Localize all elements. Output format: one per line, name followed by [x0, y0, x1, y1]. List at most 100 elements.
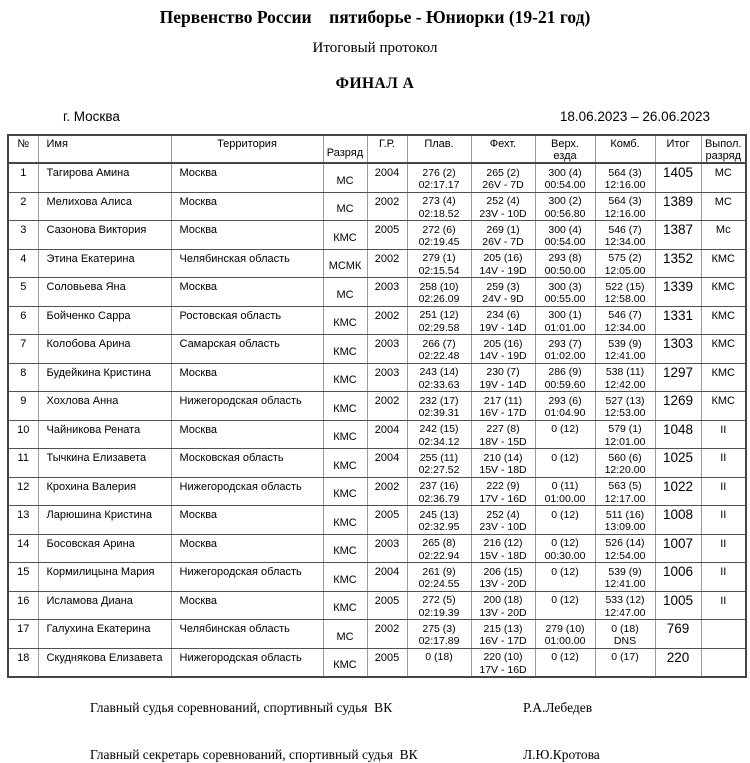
fencing-points: 215 (13): [483, 622, 523, 635]
fencing-points: 220 (10): [483, 651, 523, 663]
combined-time: 12:01.00: [604, 435, 646, 448]
combined-time: 12:20.00: [604, 464, 646, 476]
cell-razryad: КМС: [322, 362, 368, 392]
riding-points: 300 (3): [548, 280, 582, 293]
cell-swimming: 275 (3) 02:17.89: [406, 619, 472, 649]
fencing-points: 210 (14): [483, 451, 523, 464]
cell-name: Галухина Екатерина: [37, 619, 172, 649]
fencing-detail: 26V - 7D: [482, 236, 524, 248]
cell-swimming: 266 (7) 02:22.48: [406, 334, 472, 364]
swimming-points: 245 (13): [419, 508, 459, 521]
combined-points: 546 (7): [608, 223, 642, 236]
cell-fencing: 220 (10) 17V - 16D: [470, 647, 536, 678]
cell-name: Сазонова Виктория: [37, 220, 172, 250]
riding-time: 00:56.80: [544, 207, 586, 220]
swimming-time: 02:27.52: [418, 464, 460, 476]
cell-name: Мелихова Алиса: [37, 191, 172, 221]
riding-time: 01:00.00: [544, 635, 586, 647]
cell-rank: 18: [7, 647, 39, 678]
col-header-fencing: Фехт.: [470, 134, 536, 164]
cell-fencing: 269 (1) 26V - 7D: [470, 220, 536, 250]
swimming-time: 02:19.45: [418, 236, 460, 248]
cell-name: Кормилицына Мария: [37, 562, 172, 592]
cell-total: 1387: [654, 220, 702, 250]
cell-fencing: 205 (16) 14V - 19D: [470, 334, 536, 364]
combined-points: 560 (6): [608, 451, 642, 464]
cell-achieved-razryad: II: [700, 505, 747, 535]
table-row: 12 Крохина Валерия Нижегородская область…: [7, 476, 747, 506]
cell-birth-year: 2002: [366, 305, 408, 335]
cell-birth-year: 2005: [366, 220, 408, 250]
fencing-points: 265 (2): [486, 166, 520, 179]
cell-combined: 533 (12) 12:47.00: [594, 590, 656, 620]
combined-time: 12:42.00: [604, 378, 646, 391]
cell-birth-year: 2002: [366, 476, 408, 506]
cell-riding: 300 (2) 00:56.80: [534, 191, 596, 221]
cell-rank: 9: [7, 391, 39, 421]
fencing-points: 216 (12): [483, 537, 523, 549]
cell-fencing: 206 (15) 13V - 20D: [470, 562, 536, 592]
combined-points: 511 (16): [605, 508, 645, 521]
swimming-points: 272 (5): [422, 594, 456, 606]
cell-razryad: МС: [322, 162, 368, 193]
cell-swimming: 243 (14) 02:33.63: [406, 362, 472, 392]
cell-fencing: 265 (2) 26V - 7D: [470, 162, 536, 193]
cell-achieved-razryad: II: [700, 590, 747, 620]
cell-swimming: 258 (10) 02:26.09: [406, 277, 472, 307]
swimming-time: 02:36.79: [418, 492, 460, 505]
cell-riding: 300 (4) 00:54.00: [534, 162, 596, 193]
riding-points: 293 (6): [548, 394, 582, 407]
chief-secretary-signature-row: Главный секретарь соревнований, спортивн…: [0, 747, 750, 763]
cell-name: Ларюшина Кристина: [37, 505, 172, 535]
cell-riding: 0 (12): [534, 448, 596, 478]
cell-riding: 286 (9) 00:59.60: [534, 362, 596, 392]
chief-judge-name: Р.А.Лебедев: [523, 700, 593, 715]
col-header-rank: №: [7, 134, 39, 164]
cell-riding: 0 (12): [534, 590, 596, 620]
cell-territory: Ростовская область: [170, 305, 324, 335]
riding-time: 01:02.00: [544, 350, 586, 362]
fencing-points: 259 (3): [486, 280, 520, 293]
riding-time: 00:54.00: [544, 236, 586, 248]
swimming-points: 265 (8): [422, 537, 456, 549]
fencing-points: 230 (7): [486, 366, 520, 378]
table-row: 15 Кормилицына Мария Нижегородская облас…: [7, 562, 747, 592]
swimming-time: 02:34.12: [418, 435, 460, 448]
cell-fencing: 222 (9) 17V - 16D: [470, 476, 536, 506]
cell-swimming: 237 (16) 02:36.79: [406, 476, 472, 506]
cell-rank: 7: [7, 334, 39, 364]
swimming-time: 02:15.54: [418, 264, 460, 277]
swimming-time: 02:24.55: [418, 578, 460, 590]
cell-name: Этина Екатерина: [37, 248, 172, 278]
cell-achieved-razryad: КМС: [700, 277, 747, 307]
table-row: 10 Чайникова Рената Москва КМС 2004 242 …: [7, 419, 747, 449]
cell-swimming: 272 (6) 02:19.45: [406, 220, 472, 250]
cell-total: 769: [654, 619, 702, 649]
cell-fencing: 252 (4) 23V - 10D: [470, 191, 536, 221]
cell-name: Тагирова Амина: [37, 162, 172, 193]
combined-points: 522 (15): [605, 280, 645, 293]
fencing-detail: 18V - 15D: [479, 435, 527, 448]
cell-combined: 564 (3) 12:16.00: [594, 191, 656, 221]
cell-achieved-razryad: МС: [700, 191, 747, 221]
cell-total: 1269: [654, 391, 702, 421]
cell-rank: 4: [7, 248, 39, 278]
combined-points: 564 (3): [608, 166, 642, 179]
cell-fencing: 259 (3) 24V - 9D: [470, 277, 536, 307]
swimming-points: 243 (14): [419, 366, 459, 378]
cell-birth-year: 2004: [366, 419, 408, 449]
cell-name: Крохина Валерия: [37, 476, 172, 506]
swimming-time: 02:32.95: [418, 521, 460, 533]
cell-territory: Москва: [170, 505, 324, 535]
riding-points: 279 (10): [545, 622, 585, 635]
cell-territory: Москва: [170, 590, 324, 620]
cell-combined: 563 (5) 12:17.00: [594, 476, 656, 506]
cell-riding: 300 (3) 00:55.00: [534, 277, 596, 307]
cell-fencing: 205 (16) 14V - 19D: [470, 248, 536, 278]
cell-razryad: КМС: [322, 533, 368, 563]
swimming-points: 251 (12): [419, 309, 459, 321]
combined-points: 538 (11): [605, 366, 645, 378]
cell-rank: 8: [7, 362, 39, 392]
riding-points: 0 (11): [551, 480, 579, 492]
cell-razryad: МС: [322, 619, 368, 649]
